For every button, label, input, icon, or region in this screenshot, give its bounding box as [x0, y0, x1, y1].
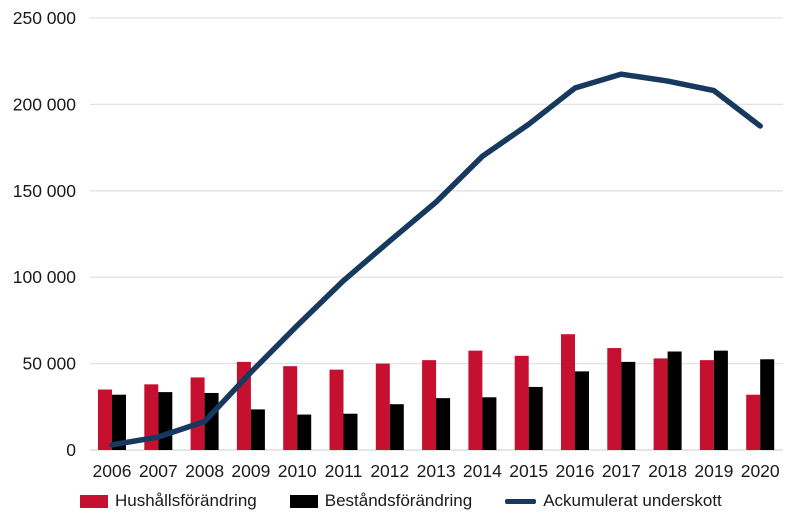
legend-swatch-hushallsforandring — [80, 494, 108, 508]
y-tick-label: 200 000 — [13, 94, 77, 114]
bar-bestandsforandring-2020 — [760, 359, 775, 450]
x-tick-label-2020: 2020 — [741, 461, 780, 481]
y-tick-label: 150 000 — [13, 181, 77, 201]
x-tick-label-2008: 2008 — [185, 461, 224, 481]
x-tick-label-2017: 2017 — [602, 461, 641, 481]
y-tick-label: 0 — [66, 440, 76, 460]
legend-label-bestandsforandring: Beståndsförändring — [324, 491, 473, 510]
legend-swatch-ackumulerat-underskott — [505, 498, 537, 504]
bar-hushallsforandring-2013 — [422, 360, 437, 450]
bar-bestandsforandring-2009 — [250, 409, 265, 450]
legend-label-hushallsforandring: Hushållsförändring — [115, 491, 257, 510]
x-tick-label-2007: 2007 — [139, 461, 178, 481]
legend: Hushållsförändring Beståndsförändring Ac… — [80, 491, 722, 511]
plot-area: 0 50 000 100 000 150 000 200 000 250 000 2006 2… — [13, 8, 783, 481]
bar-bestandsforandring-2011 — [343, 413, 358, 450]
bar-hushallsforandring-2015 — [514, 355, 529, 450]
bar-hushallsforandring-2019 — [699, 360, 714, 450]
x-tick-label-2009: 2009 — [231, 461, 270, 481]
legend-swatch-bestandsforandring — [289, 494, 318, 508]
bar-hushallsforandring-2010 — [283, 366, 298, 450]
legend-item-hushallsforandring: Hushållsförändring — [80, 491, 257, 511]
bar-bestandsforandring-2006 — [112, 394, 126, 450]
x-tick-label-2016: 2016 — [556, 461, 595, 481]
bar-hushallsforandring-2016 — [561, 334, 575, 450]
bar-bestandsforandring-2019 — [713, 350, 728, 450]
x-tick-label-2015: 2015 — [509, 461, 548, 481]
bar-bestandsforandring-2015 — [528, 386, 543, 450]
bar-bestandsforandring-2012 — [389, 404, 404, 450]
legend-item-ackumulerat-underskott: Ackumulerat underskott — [505, 491, 722, 511]
bar-bestandsforandring-2017 — [621, 361, 636, 450]
x-tick-label-2014: 2014 — [463, 461, 502, 481]
bar-bestandsforandring-2010 — [297, 414, 312, 450]
legend-item-bestandsforandring: Beståndsförändring — [289, 491, 473, 511]
y-tick-label: 100 000 — [13, 267, 77, 287]
legend-label-ackumulerat-underskott: Ackumulerat underskott — [543, 491, 722, 510]
y-tick-label: 250 000 — [13, 8, 77, 28]
bar-bestandsforandring-2007 — [158, 392, 173, 450]
bar-hushallsforandring-2014 — [468, 350, 483, 450]
bar-bestandsforandring-2013 — [436, 398, 451, 450]
bar-bestandsforandring-2014 — [482, 397, 497, 450]
x-tick-label-2011: 2011 — [325, 461, 363, 481]
bar-hushallsforandring-2008 — [190, 377, 205, 450]
x-tick-label-2019: 2019 — [694, 461, 733, 481]
bar-hushallsforandring-2018 — [653, 358, 668, 450]
bar-hushallsforandring-2011 — [329, 369, 344, 450]
bar-hushallsforandring-2006 — [98, 389, 112, 450]
bar-bestandsforandring-2016 — [575, 371, 589, 450]
x-tick-label-2010: 2010 — [278, 461, 317, 481]
y-tick-label: 50 000 — [22, 354, 76, 374]
x-tick-label-2013: 2013 — [417, 461, 456, 481]
bar-hushallsforandring-2020 — [746, 394, 761, 450]
line-ackumulerat-underskott — [109, 71, 763, 448]
x-tick-label-2012: 2012 — [370, 461, 409, 481]
bar-hushallsforandring-2007 — [144, 384, 159, 450]
x-tick-label-2006: 2006 — [93, 461, 132, 481]
bar-bestandsforandring-2018 — [667, 351, 682, 450]
bar-hushallsforandring-2017 — [607, 348, 622, 450]
x-tick-label-2018: 2018 — [648, 461, 687, 481]
bar-hushallsforandring-2012 — [375, 363, 390, 450]
